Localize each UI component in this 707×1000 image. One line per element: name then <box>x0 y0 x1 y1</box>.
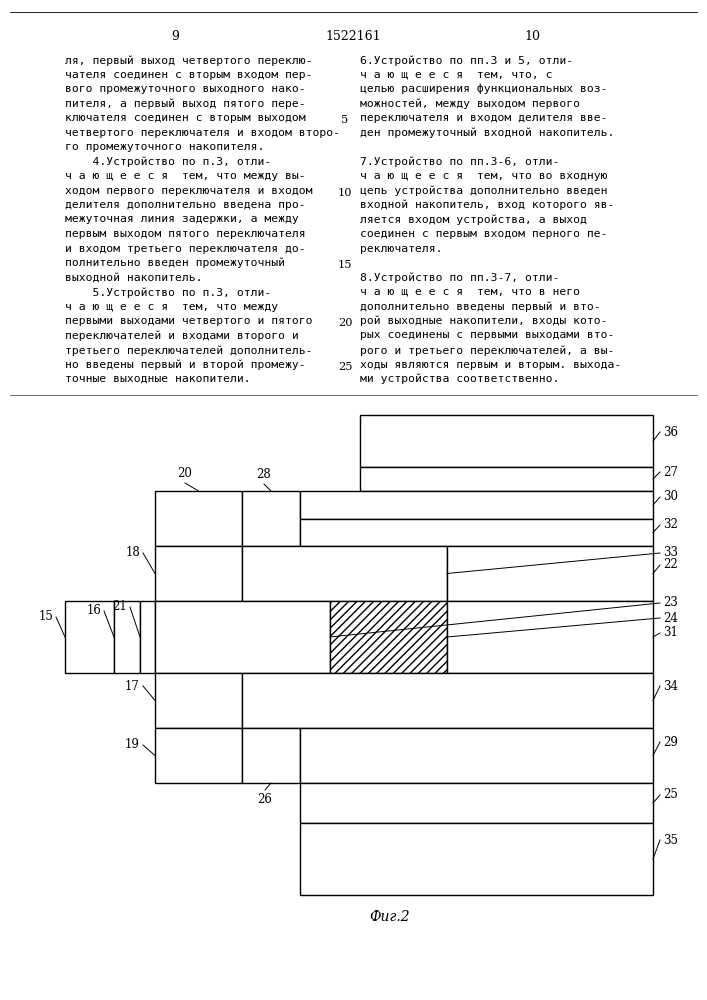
Text: ляется входом устройства, а выход: ляется входом устройства, а выход <box>360 215 587 225</box>
Bar <box>242 673 653 728</box>
Text: и входом третьего переключателя до-: и входом третьего переключателя до- <box>65 243 305 253</box>
Bar <box>300 519 653 546</box>
Bar <box>447 546 653 601</box>
Text: ч а ю щ е е с я  тем, что во входную: ч а ю щ е е с я тем, что во входную <box>360 171 607 181</box>
Text: соединен с первым входом перного пе-: соединен с первым входом перного пе- <box>360 229 607 239</box>
Bar <box>330 601 447 673</box>
Text: ч а ю щ е е с я  тем, что между вы-: ч а ю щ е е с я тем, что между вы- <box>65 171 305 181</box>
Text: 36: 36 <box>663 426 678 438</box>
Text: Фиг.2: Фиг.2 <box>370 910 410 924</box>
Text: ч а ю щ е е с я  тем, что, с: ч а ю щ е е с я тем, что, с <box>360 70 552 80</box>
Text: ключателя соединен с вторым выходом: ключателя соединен с вторым выходом <box>65 113 305 123</box>
Text: 34: 34 <box>663 680 678 692</box>
Text: го промежуточного накопителя.: го промежуточного накопителя. <box>65 142 264 152</box>
Bar <box>65 601 114 673</box>
Bar <box>114 601 140 673</box>
Text: 21: 21 <box>112 600 127 613</box>
Text: цепь устройства дополнительно введен: цепь устройства дополнительно введен <box>360 186 607 196</box>
Text: первыми выходами четвертого и пятого: первыми выходами четвертого и пятого <box>65 316 312 326</box>
Text: входной накопитель, вход которого яв-: входной накопитель, вход которого яв- <box>360 200 614 211</box>
Text: вого промежуточного выходного нако-: вого промежуточного выходного нако- <box>65 84 305 94</box>
Text: 28: 28 <box>257 468 271 481</box>
Text: чателя соединен с вторым входом пер-: чателя соединен с вторым входом пер- <box>65 70 312 80</box>
Text: 31: 31 <box>663 626 678 640</box>
Text: 19: 19 <box>125 738 140 752</box>
Text: 5.Устройство по п.3, отли-: 5.Устройство по п.3, отли- <box>65 287 271 298</box>
Bar <box>360 415 653 467</box>
Text: 1522161: 1522161 <box>326 30 381 43</box>
Bar <box>300 823 653 895</box>
Text: 23: 23 <box>663 596 678 609</box>
Text: ден промежуточный входной накопитель.: ден промежуточный входной накопитель. <box>360 127 614 138</box>
Text: переключателей и входами второго и: переключателей и входами второго и <box>65 330 299 341</box>
Text: переключателя и входом делителя вве-: переключателя и входом делителя вве- <box>360 113 607 123</box>
Text: точные выходные накопители.: точные выходные накопители. <box>65 374 250 384</box>
Text: но введены первый и второй промежу-: но введены первый и второй промежу- <box>65 360 305 370</box>
Text: ч а ю щ е е с я  тем, что в него: ч а ю щ е е с я тем, что в него <box>360 287 580 297</box>
Text: полнительно введен промежуточный: полнительно введен промежуточный <box>65 258 285 268</box>
Text: четвертого переключателя и входом второ-: четвертого переключателя и входом второ- <box>65 127 340 137</box>
Text: 7.Устройство по пп.3-6, отли-: 7.Устройство по пп.3-6, отли- <box>360 156 559 167</box>
Text: ля, первый выход четвертого переклю-: ля, первый выход четвертого переклю- <box>65 55 312 66</box>
Text: 30: 30 <box>663 490 678 504</box>
Bar <box>155 491 242 546</box>
Text: 32: 32 <box>663 518 678 532</box>
Text: 17: 17 <box>125 680 140 692</box>
Text: реключателя.: реключателя. <box>360 243 443 253</box>
Text: 26: 26 <box>257 793 272 806</box>
Text: 35: 35 <box>663 834 678 846</box>
Bar <box>140 601 155 673</box>
Bar <box>242 491 300 546</box>
Bar <box>155 728 242 783</box>
Text: 8.Устройство по пп.3-7, отли-: 8.Устройство по пп.3-7, отли- <box>360 272 559 283</box>
Text: ми устройства соответственно.: ми устройства соответственно. <box>360 374 559 384</box>
Text: межуточная линия задержки, а между: межуточная линия задержки, а между <box>65 215 299 225</box>
Bar <box>242 546 447 601</box>
Bar <box>360 467 653 491</box>
Text: 29: 29 <box>663 736 678 748</box>
Text: 33: 33 <box>663 546 678 560</box>
Text: рой выходные накопители, входы кото-: рой выходные накопители, входы кото- <box>360 316 607 326</box>
Bar <box>300 728 653 783</box>
Text: ходом первого переключателя и входом: ходом первого переключателя и входом <box>65 186 312 196</box>
Text: 25: 25 <box>663 788 678 802</box>
Bar <box>300 491 653 519</box>
Text: первым выходом пятого переключателя: первым выходом пятого переключателя <box>65 229 305 239</box>
Text: целью расширения функциональных воз-: целью расширения функциональных воз- <box>360 84 607 95</box>
Text: 24: 24 <box>663 611 678 624</box>
Text: можностей, между выходом первого: можностей, между выходом первого <box>360 99 580 109</box>
Text: 20: 20 <box>338 318 352 328</box>
Bar <box>155 673 242 728</box>
Text: 6.Устройство по пп.3 и 5, отли-: 6.Устройство по пп.3 и 5, отли- <box>360 55 573 66</box>
Text: 20: 20 <box>177 467 192 480</box>
Text: 16: 16 <box>86 604 101 617</box>
Text: дополнительно введены первый и вто-: дополнительно введены первый и вто- <box>360 302 601 312</box>
Text: 10: 10 <box>524 30 540 43</box>
Text: 27: 27 <box>663 466 678 479</box>
Text: 15: 15 <box>338 260 352 270</box>
Text: ч а ю щ е е с я  тем, что между: ч а ю щ е е с я тем, что между <box>65 302 278 312</box>
Text: 9: 9 <box>171 30 179 43</box>
Text: 25: 25 <box>338 362 352 372</box>
Text: делителя дополнительно введена про-: делителя дополнительно введена про- <box>65 200 305 210</box>
Text: пителя, а первый выход пятого пере-: пителя, а первый выход пятого пере- <box>65 99 305 109</box>
Bar <box>447 601 653 673</box>
Text: 10: 10 <box>338 188 352 198</box>
Text: рых соединены с первыми выходами вто-: рых соединены с первыми выходами вто- <box>360 330 614 340</box>
Bar <box>242 728 300 783</box>
Bar <box>155 546 242 601</box>
Bar <box>155 601 330 673</box>
Text: выходной накопитель.: выходной накопитель. <box>65 272 202 282</box>
Text: 18: 18 <box>125 546 140 560</box>
Text: 22: 22 <box>663 558 678 572</box>
Text: 15: 15 <box>38 610 53 624</box>
Text: 5: 5 <box>341 115 349 125</box>
Text: рого и третьего переключателей, а вы-: рого и третьего переключателей, а вы- <box>360 345 614 356</box>
Bar <box>300 783 653 823</box>
Text: третьего переключателей дополнитель-: третьего переключателей дополнитель- <box>65 345 312 356</box>
Text: 4.Устройство по п.3, отли-: 4.Устройство по п.3, отли- <box>65 156 271 167</box>
Text: ходы являются первым и вторым. выхода-: ходы являются первым и вторым. выхода- <box>360 360 621 369</box>
